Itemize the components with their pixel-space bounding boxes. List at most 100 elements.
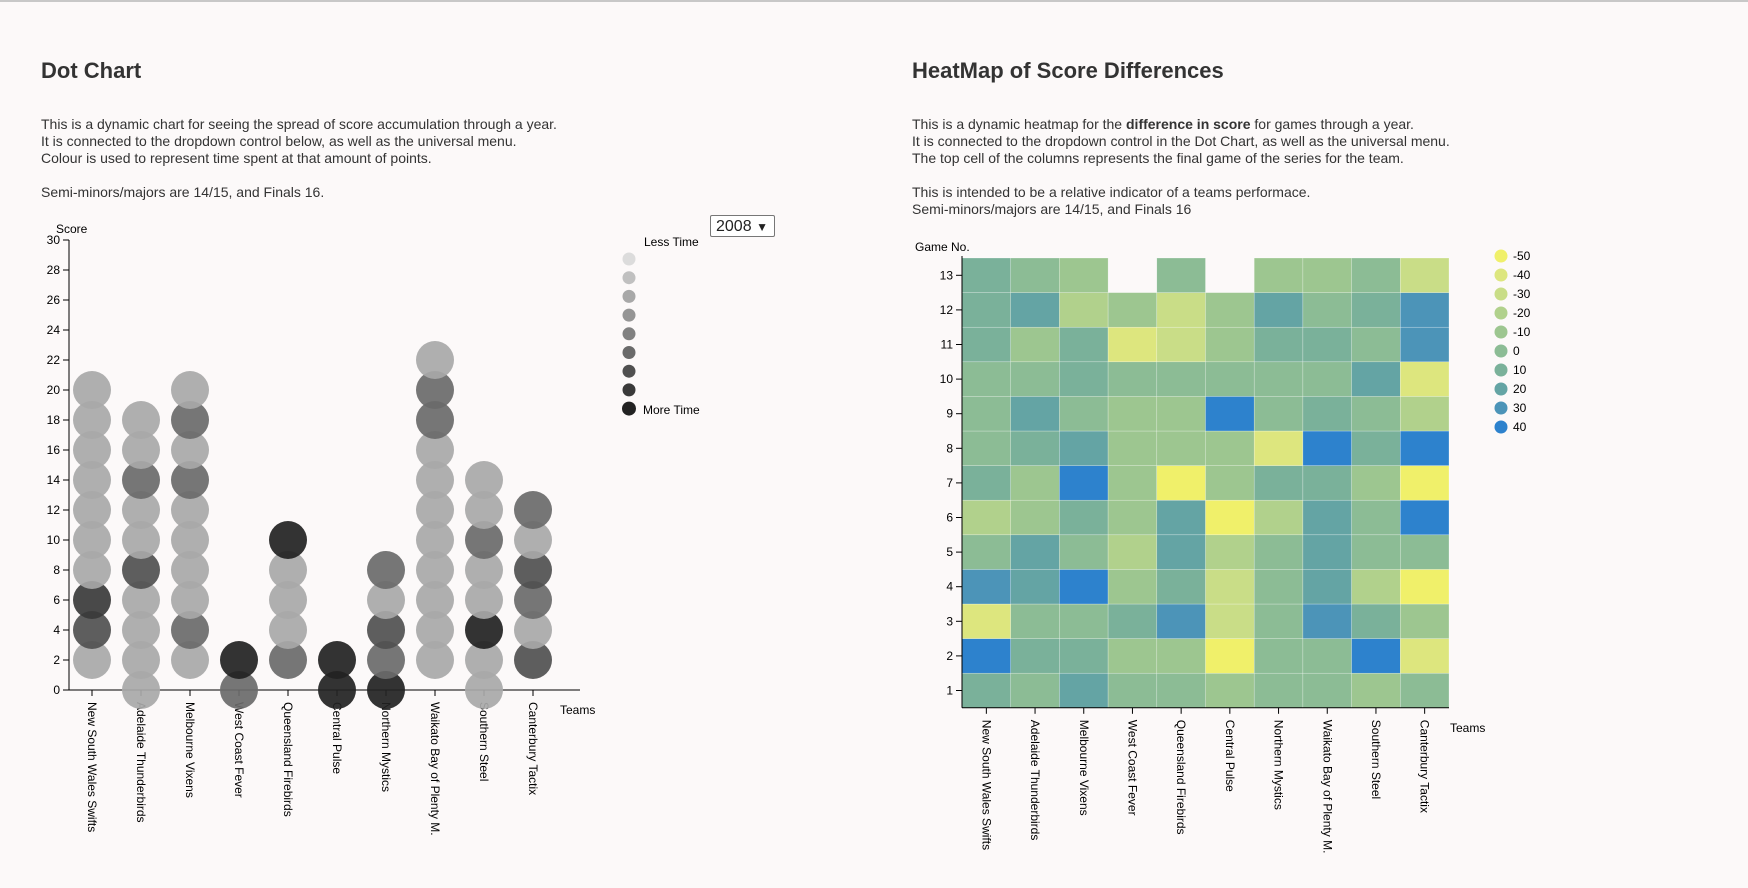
y-tick-label: 10 <box>940 372 954 386</box>
heat-cell <box>1059 361 1109 397</box>
data-dot <box>514 551 552 589</box>
heat-cell <box>1010 672 1060 709</box>
heat-cell <box>1400 326 1450 363</box>
x-tick-label: Central Pulse <box>330 702 344 774</box>
legend-label: 30 <box>1513 401 1527 415</box>
data-dot <box>122 431 160 469</box>
data-dot <box>122 521 160 559</box>
heat-cell <box>1302 465 1352 501</box>
data-dot <box>73 611 111 649</box>
heat-cell <box>1107 326 1158 363</box>
y-tick-label: 1 <box>946 684 953 698</box>
heat-cell <box>1010 326 1060 363</box>
heat-cell <box>1302 396 1352 432</box>
x-tick-label: New South Wales Swifts <box>979 720 993 850</box>
data-dot <box>465 461 503 499</box>
y-tick-label: 22 <box>47 353 61 367</box>
heat-cell <box>961 257 1011 293</box>
y-tick-label: 26 <box>47 293 61 307</box>
heat-cell <box>1205 292 1255 328</box>
x-axis-label: Teams <box>1450 721 1485 735</box>
heat-cell <box>1107 396 1158 432</box>
legend-label: 10 <box>1513 363 1527 377</box>
legend-swatch <box>1494 344 1508 358</box>
y-tick-label: 28 <box>47 263 61 277</box>
heat-cell <box>1010 361 1060 397</box>
year-dropdown-value: 2008 <box>716 218 752 235</box>
heat-cell <box>1253 672 1304 709</box>
data-dot <box>318 671 356 709</box>
year-dropdown[interactable]: 2008 ▼ <box>710 215 775 237</box>
heat-cell <box>1400 396 1450 432</box>
x-tick-label: Melbourne Vixens <box>183 702 197 798</box>
y-tick-label: 7 <box>946 476 953 490</box>
heat-cell <box>1059 603 1109 639</box>
heat-cell <box>1059 499 1109 536</box>
legend-dot <box>622 401 636 416</box>
legend-swatch <box>1494 420 1508 434</box>
legend-label: 40 <box>1513 420 1527 434</box>
heat-cell <box>1010 465 1060 501</box>
data-dot <box>465 551 503 589</box>
heat-cell <box>1253 257 1304 293</box>
y-tick-label: 20 <box>47 383 61 397</box>
y-tick-label: 12 <box>940 303 954 317</box>
x-tick-label: Southern Steel <box>477 702 491 781</box>
heat-cell <box>1059 257 1109 293</box>
heat-cell <box>1253 465 1304 501</box>
heat-cell <box>1107 569 1158 605</box>
heat-cell <box>1400 603 1450 639</box>
y-tick-label: 12 <box>47 503 61 517</box>
data-dot <box>220 641 258 679</box>
x-tick-label: New South Wales Swifts <box>85 702 99 832</box>
heat-cell <box>1253 326 1304 363</box>
heat-cell <box>1205 672 1255 709</box>
desc-line: This is intended to be a relative indica… <box>912 184 1311 200</box>
data-dot <box>514 581 552 619</box>
heat-cell <box>1059 465 1109 501</box>
heat-cell <box>1107 292 1158 328</box>
legend-dot <box>622 252 636 266</box>
data-dot <box>171 611 209 649</box>
data-dot <box>171 401 209 439</box>
heatmap-title: HeatMap of Score Differences <box>912 58 1224 83</box>
heat-cell <box>961 638 1011 674</box>
heat-cell <box>1107 638 1158 674</box>
legend-less-time: Less Time <box>644 235 699 249</box>
y-tick-label: 2 <box>946 649 953 663</box>
heat-cell <box>1302 430 1352 466</box>
heat-cell <box>1010 257 1060 293</box>
desc-line: Semi-minors/majors are 14/15, and Finals… <box>41 184 325 200</box>
heat-cell <box>1253 396 1304 432</box>
x-tick-label: West Coast Fever <box>232 702 246 798</box>
legend-label: -20 <box>1513 306 1531 320</box>
heat-cell <box>1351 257 1401 293</box>
data-dot <box>465 491 503 529</box>
heat-cell <box>1010 396 1060 432</box>
heat-cell <box>1107 499 1158 536</box>
heat-cell <box>1107 534 1158 570</box>
x-tick-label: Waikato Bay of Plenty M. <box>428 702 442 836</box>
legend-label: 0 <box>1513 344 1520 358</box>
x-tick-label: Adelaide Thunderbirds <box>1028 720 1042 841</box>
heat-cell <box>1400 257 1450 293</box>
heat-cell <box>1400 465 1450 501</box>
y-tick-label: 10 <box>47 533 61 547</box>
x-tick-label: Queensland Firebirds <box>1174 720 1188 835</box>
heat-cell <box>1253 569 1304 605</box>
data-dot <box>416 521 454 559</box>
heat-cell <box>1156 603 1206 639</box>
data-dot <box>269 581 307 619</box>
data-dot <box>416 461 454 499</box>
y-tick-label: 11 <box>941 338 954 352</box>
data-dot <box>171 551 209 589</box>
data-dot <box>122 641 160 679</box>
data-dot <box>220 671 258 709</box>
data-dot <box>416 581 454 619</box>
heat-cell <box>1302 603 1352 639</box>
data-dot <box>416 641 454 679</box>
data-dot <box>416 371 454 409</box>
x-tick-label: Southern Steel <box>1369 720 1383 799</box>
heat-cell <box>1010 569 1060 605</box>
heat-cell <box>1253 534 1304 570</box>
